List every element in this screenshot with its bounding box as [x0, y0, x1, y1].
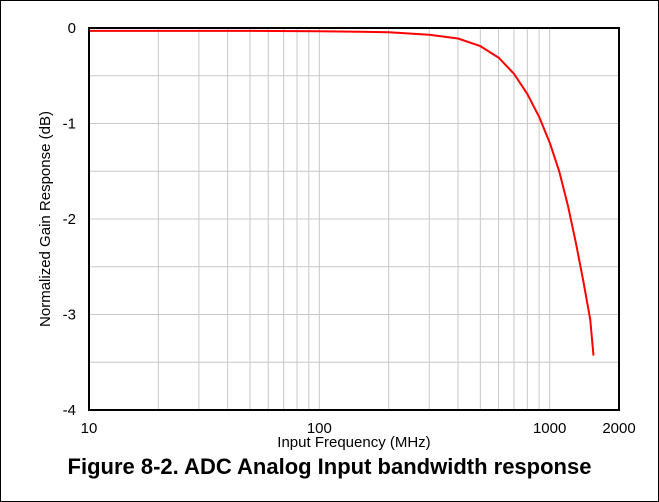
y-tick-label: 0 — [68, 20, 76, 37]
y-tick-label: -1 — [63, 116, 76, 133]
x-tick-label: 2000 — [602, 420, 635, 437]
tick-labels: 10 100 1000 2000 -4 -3 -2 -1 0 — [63, 20, 636, 437]
series-lines — [89, 29, 595, 356]
y-tick-label: -3 — [63, 307, 76, 324]
y-tick-label: -2 — [63, 211, 76, 228]
y-tick-label: -4 — [63, 402, 76, 419]
x-axis-label: Input Frequency (MHz) — [277, 434, 430, 451]
plot-area-border — [88, 27, 620, 411]
x-tick-label: 1000 — [533, 420, 566, 437]
figure-caption: Figure 8-2. ADC Analog Input bandwidth r… — [67, 454, 592, 479]
x-tick-label: 100 — [307, 420, 332, 437]
x-tick-label: 10 — [81, 420, 98, 437]
y-axis-label: Normalized Gain Response (dB) — [37, 111, 54, 327]
gain-response-line — [89, 29, 595, 356]
grid-lines — [89, 28, 619, 410]
